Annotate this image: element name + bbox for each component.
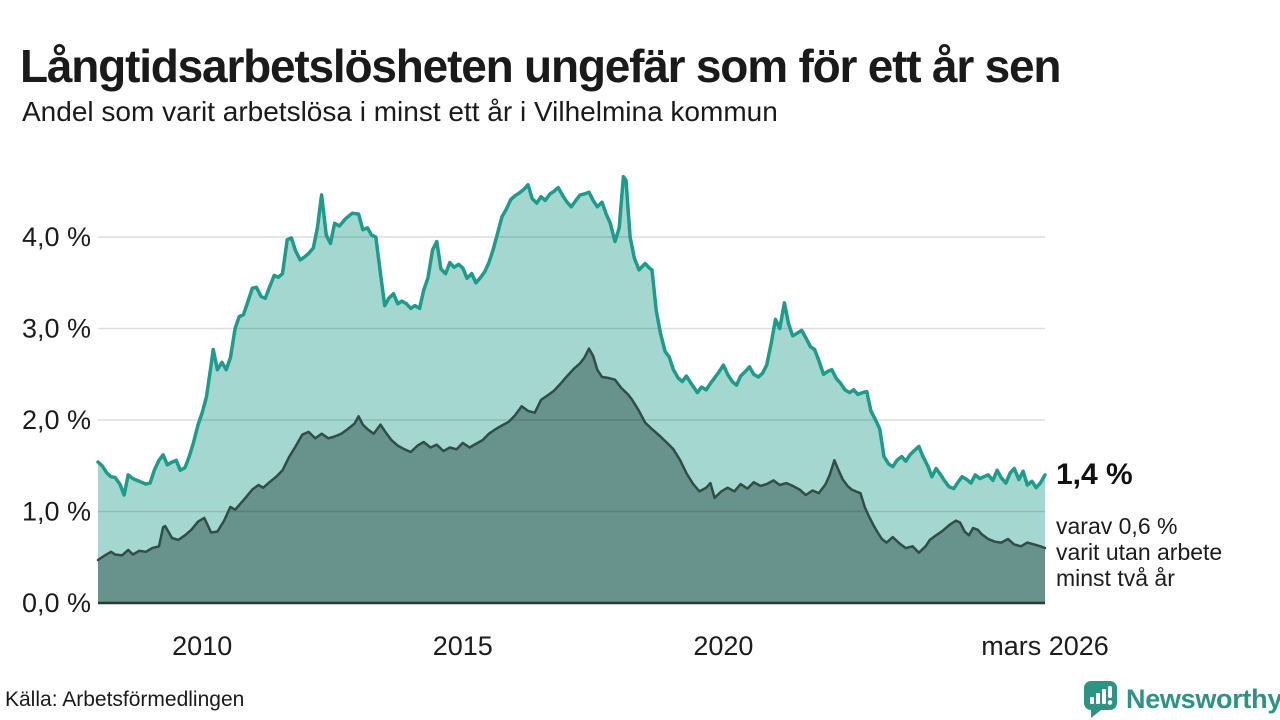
chart-subtitle: Andel som varit arbetslösa i minst ett å… (22, 96, 778, 127)
sub-label-line-1: varav 0,6 % (1056, 513, 1178, 539)
y-tick-label: 2,0 % (22, 405, 91, 435)
y-tick-label: 0,0 % (22, 588, 91, 618)
x-tick-label: 2010 (172, 631, 232, 661)
newsworthy-bubble-chart-icon (1084, 681, 1117, 718)
y-tick-label: 1,0 % (22, 497, 91, 527)
y-tick-label: 4,0 % (22, 222, 91, 252)
end-value-sub-label: varav 0,6 % varit utan arbete minst två … (1056, 513, 1222, 591)
newsworthy-wordmark: Newsworthy (1126, 684, 1280, 714)
chart-title: Långtidsarbetslösheten ungefär som för e… (20, 39, 1062, 92)
end-value-label: 1,4 % (1056, 458, 1133, 491)
sub-label-line-3: minst två år (1056, 565, 1175, 591)
sub-label-line-2: varit utan arbete (1056, 539, 1223, 565)
y-tick-label: 3,0 % (22, 314, 91, 344)
x-tick-label: mars 2026 (981, 631, 1109, 661)
x-tick-label: 2015 (433, 631, 493, 661)
area-min-1-year (98, 176, 1045, 603)
line-min-2-years (96, 347, 1047, 562)
area-min-2-years (98, 348, 1045, 603)
source-note: Källa: Arbetsförmedlingen (5, 688, 245, 711)
x-tick-label: 2020 (693, 631, 753, 661)
line-min-1-year (96, 174, 1047, 497)
newsworthy-logo: Newsworthy (1084, 681, 1280, 718)
